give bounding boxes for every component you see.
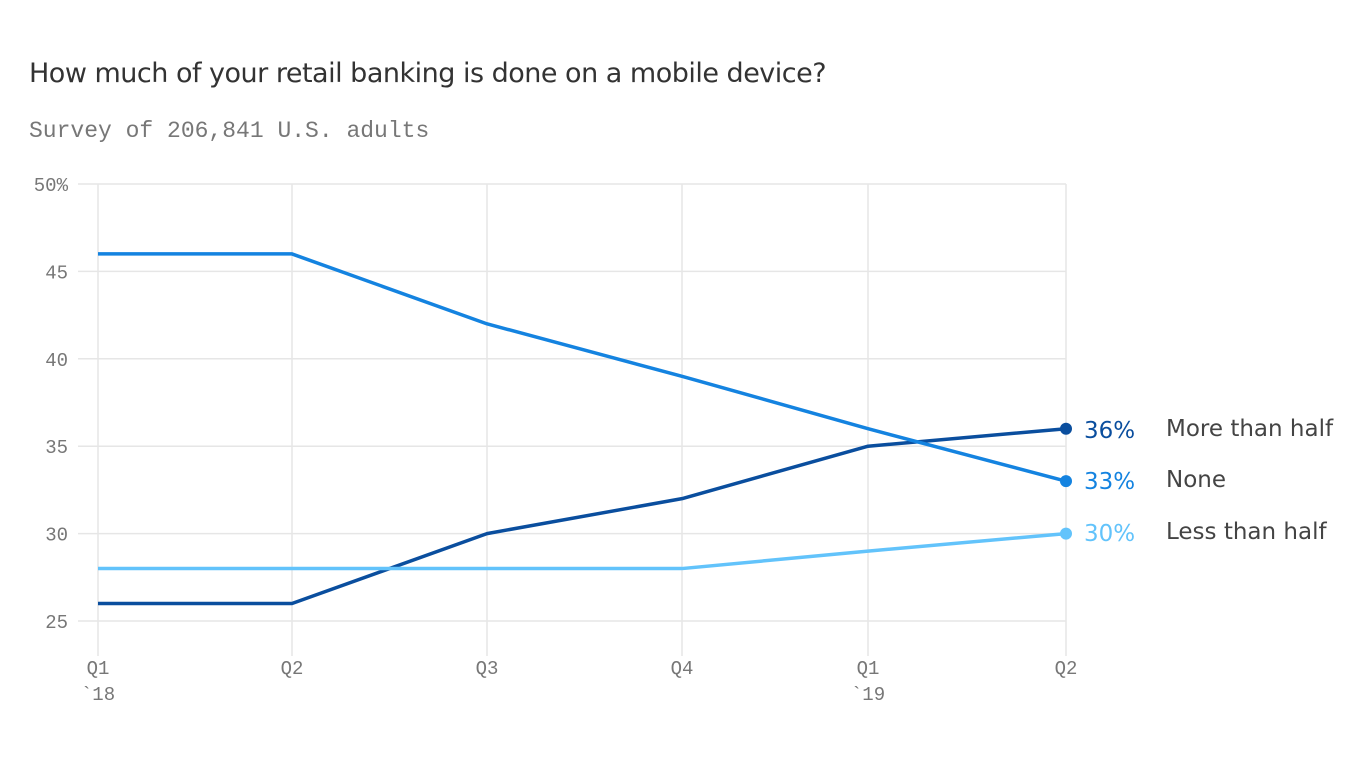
series-end-point xyxy=(1060,527,1072,540)
x-tick-sublabel: `18 xyxy=(81,684,115,706)
x-tick-label: Q3 xyxy=(476,658,499,680)
x-tick-label: Q2 xyxy=(1055,658,1078,680)
x-tick-label: Q4 xyxy=(671,658,694,680)
x-tick-label: Q1 xyxy=(857,658,880,680)
y-tick-label: 50% xyxy=(34,175,69,197)
series-name-label: Less than half xyxy=(1166,519,1327,545)
series-line-more-than-half xyxy=(98,426,1067,606)
series-end-value: 30% xyxy=(1084,521,1135,547)
chart-subtitle: Survey of 206,841 U.S. adults xyxy=(29,118,430,144)
chart-title: How much of your retail banking is done … xyxy=(29,58,827,89)
x-tick-sublabel: `19 xyxy=(851,684,885,706)
y-tick-label: 35 xyxy=(45,437,68,459)
series-end-value: 36% xyxy=(1084,418,1135,444)
series-end-value: 33% xyxy=(1084,469,1135,495)
series-end-point xyxy=(1060,422,1072,435)
y-tick-label: 30 xyxy=(45,525,68,547)
y-tick-label: 40 xyxy=(45,350,68,372)
series-line-less-than-half xyxy=(98,531,1067,571)
series-name-label: None xyxy=(1166,467,1226,493)
x-tick-label: Q2 xyxy=(281,658,304,680)
y-tick-label: 25 xyxy=(45,612,68,634)
x-tick-label: Q1 xyxy=(87,658,110,680)
series-name-label: More than half xyxy=(1166,416,1334,442)
series-line-none xyxy=(98,252,1067,483)
series-end-point xyxy=(1060,475,1072,488)
y-tick-label: 45 xyxy=(45,262,68,284)
